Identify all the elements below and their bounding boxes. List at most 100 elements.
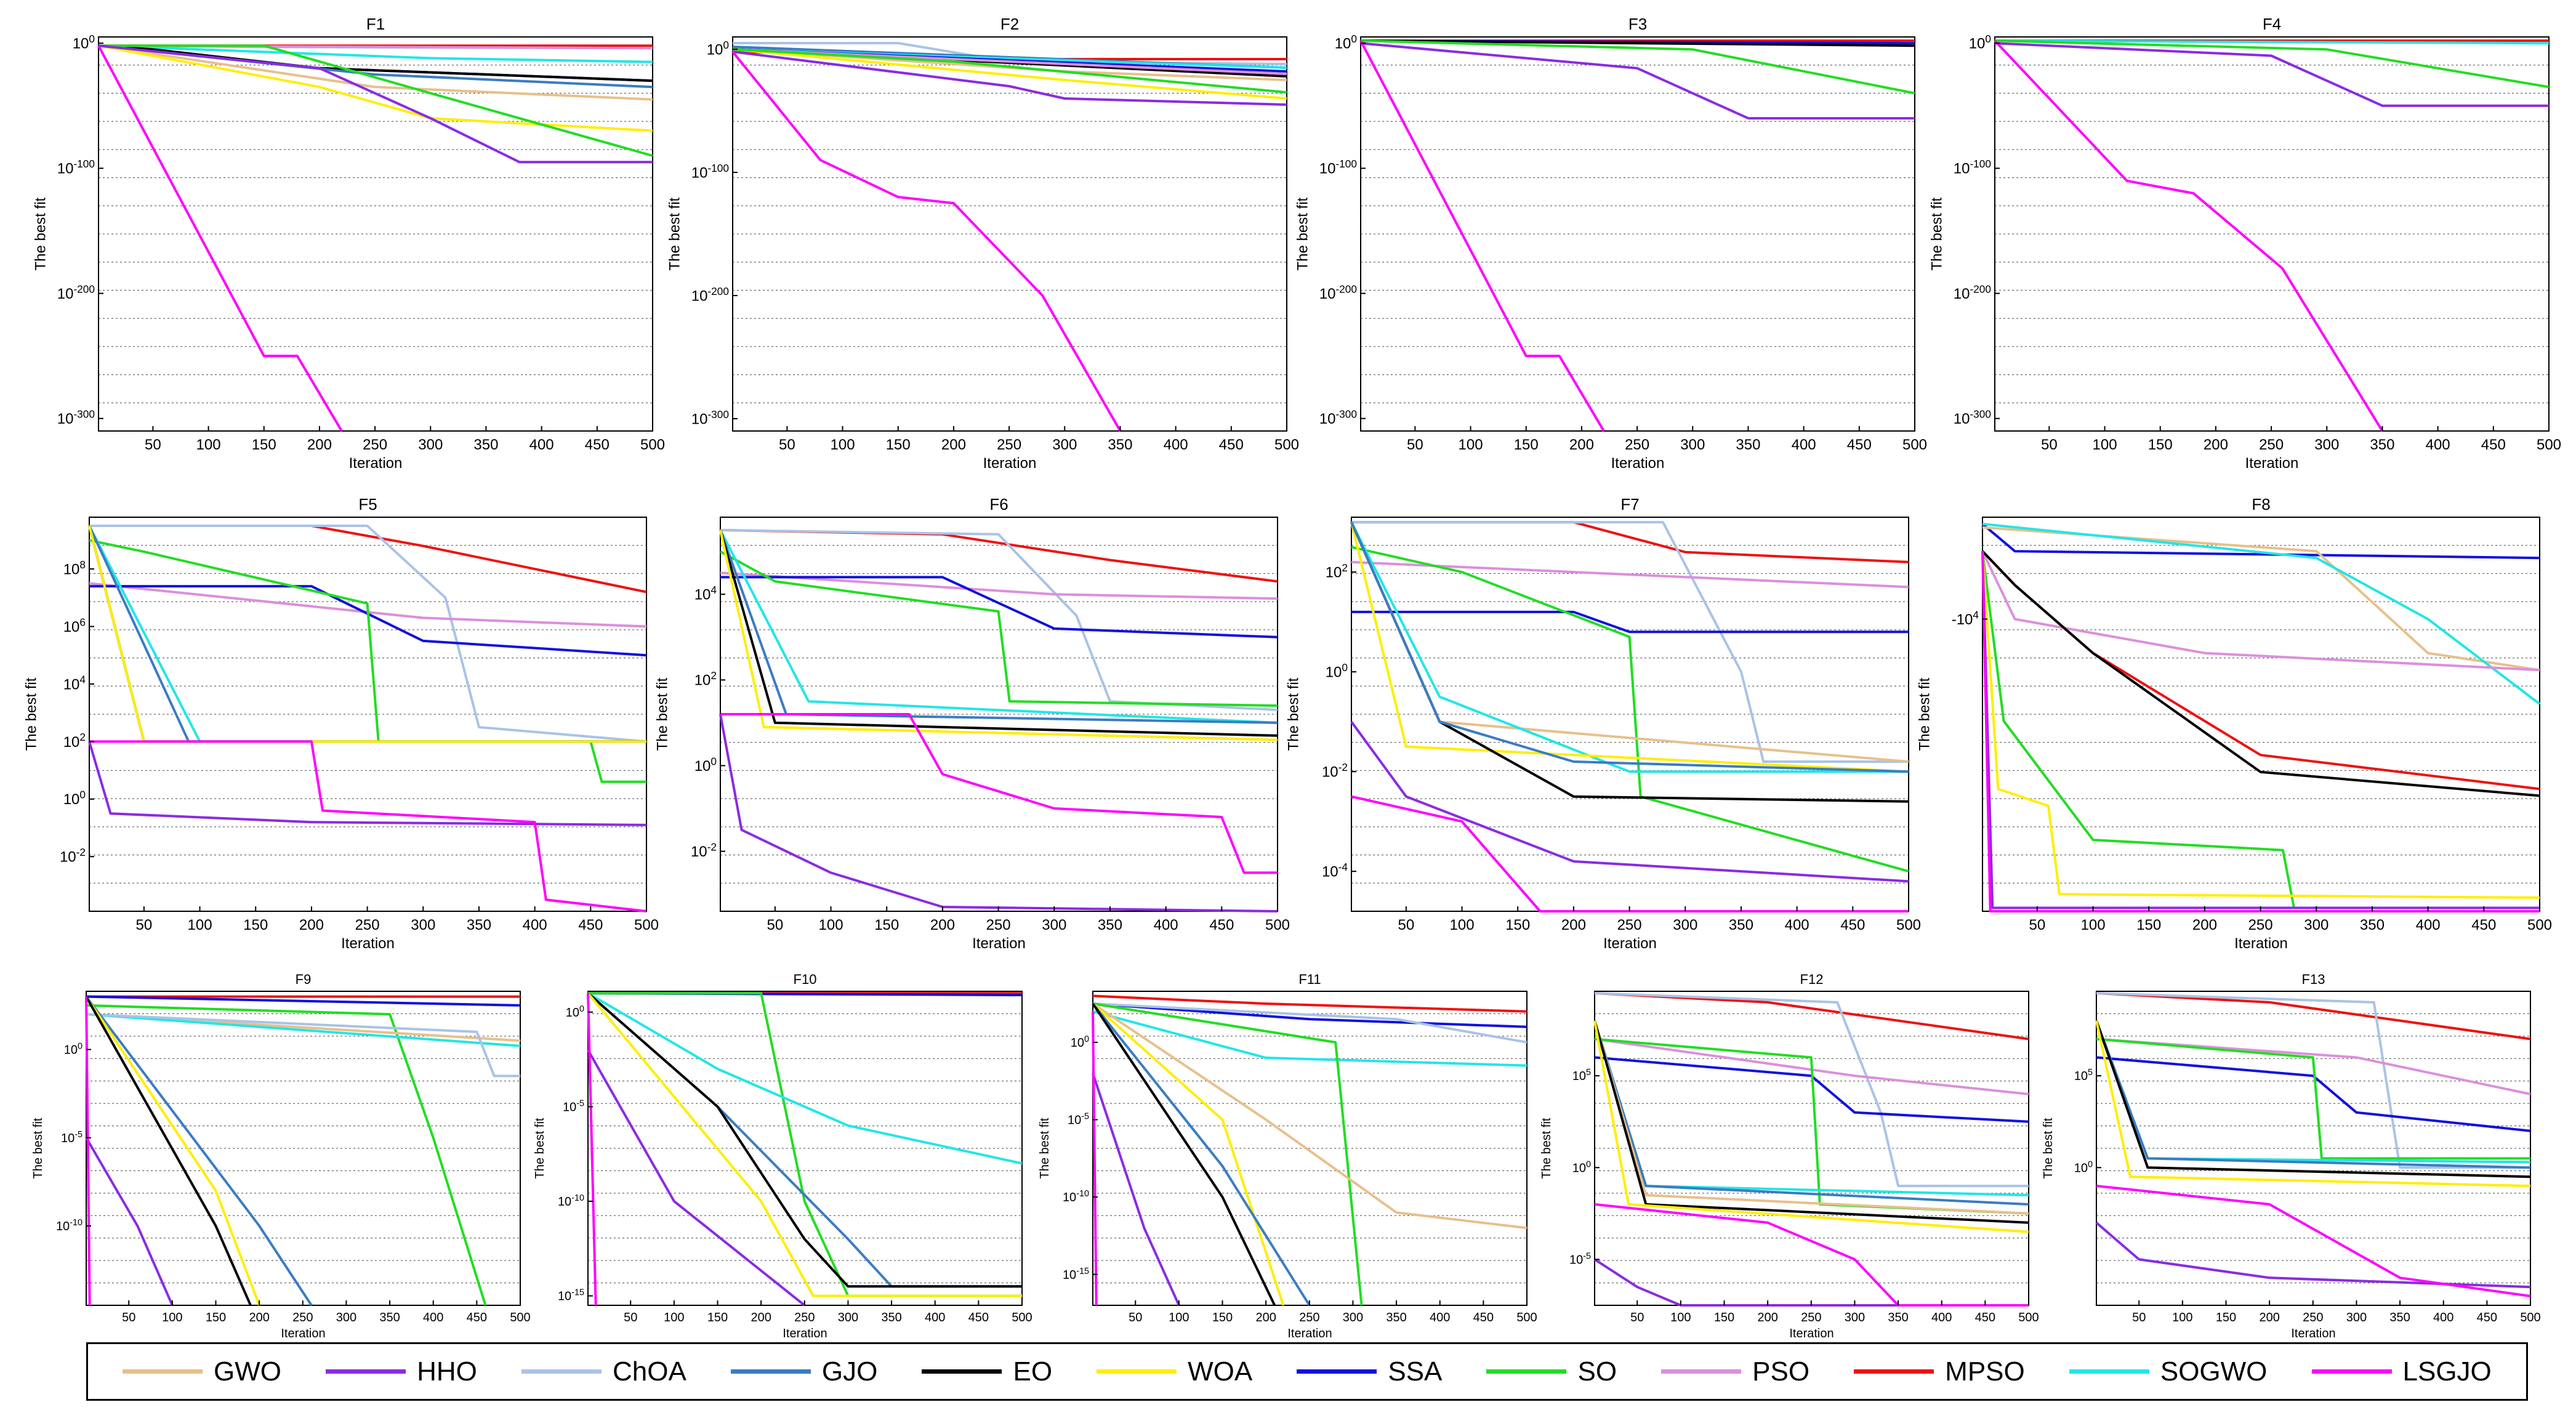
series-line-sogwo <box>1092 1010 1527 1067</box>
chart-title-f13: F13 <box>2302 972 2325 987</box>
x-tick-label: 200 <box>1561 917 1586 933</box>
y-axis-label-f6: The best fit <box>654 677 671 751</box>
x-tick-label: 150 <box>1714 1311 1734 1324</box>
chart-title-f6: F6 <box>989 495 1008 514</box>
x-tick-label: 150 <box>886 437 911 453</box>
x-tick-label: 200 <box>299 917 324 933</box>
y-tick-label: 100 <box>707 39 729 58</box>
y-tick-label: 108 <box>63 558 86 578</box>
x-tick-label: 350 <box>473 437 498 453</box>
legend-label-woa: WOA <box>1188 1356 1253 1387</box>
y-axis-label-f13: The best fit <box>2042 1118 2055 1178</box>
x-tick-label: 50 <box>122 1311 135 1324</box>
chart-f2: 50 100 150 200 250 300 350 400 450 50010010-10010… <box>667 15 1299 472</box>
series-line-lsgjo <box>1359 40 1605 432</box>
chart-f10: 50 100 150 200 250 300 350 400 450 500 100 10-5 10-1… <box>533 972 1032 1340</box>
x-axis-label-f1: Iteration <box>349 455 403 472</box>
y-tick-label: 10-5 <box>61 1130 83 1145</box>
x-tick-label: 200 <box>1569 437 1594 453</box>
series-line-eo <box>587 992 1022 1288</box>
x-tick-label: 200 <box>2192 917 2217 933</box>
series-line-lsgjo <box>1092 1011 1098 1306</box>
series-line-so <box>99 44 653 157</box>
x-tick-label: 350 <box>1386 1311 1406 1324</box>
y-tick-label: 105 <box>2074 1068 2093 1083</box>
x-ticks-f7: 50 100 150 200 250 300 350 400 450 500 <box>1398 906 1921 933</box>
y-tick-label: 10-10 <box>56 1218 83 1233</box>
legend-entry-woa: WOA <box>1097 1356 1252 1387</box>
legend-label-ssa: SSA <box>1388 1356 1443 1387</box>
y-tick-label: 10-100 <box>691 162 729 182</box>
x-tick-label: 250 <box>2259 437 2284 453</box>
x-tick-label: 250 <box>986 917 1011 933</box>
x-tick-label: 300 <box>1042 917 1066 933</box>
chart-f5: 50 100 150 200 250 300 350 400 450 50010810610410… <box>23 495 659 952</box>
series-line-woa <box>732 48 1287 100</box>
x-tick-label: 50 <box>1129 1311 1142 1324</box>
legend-swatch-lsgjo <box>2311 1369 2392 1374</box>
legend-swatch-hho <box>326 1369 406 1374</box>
y-ticks-f5: 108 106 104 102 100 10-2 <box>60 558 94 866</box>
grid-f1 <box>99 65 653 403</box>
legend-entry-hho: HHO <box>326 1356 477 1387</box>
y-ticks-f7: 102 100 10-2 10-4 <box>1322 562 1356 880</box>
x-ticks-f11: 50 100 150 200 250 300 350 400 450 500 <box>1129 1300 1537 1324</box>
series-line-eo <box>1981 550 2540 797</box>
y-tick-label: 100 <box>1335 33 1357 52</box>
series-group-f13 <box>2095 992 2531 1298</box>
series-line-so <box>1351 546 1909 873</box>
x-tick-label: 500 <box>2527 917 2552 933</box>
series-line-lsgjo <box>731 50 1122 432</box>
x-axis-label-f10: Iteration <box>783 1327 827 1340</box>
legend-label-gwo: GWO <box>214 1356 282 1387</box>
legend-entry-lsgjo: LSGJO <box>2311 1356 2492 1387</box>
series-line-gjo <box>1350 522 1909 773</box>
y-tick-label: 10-100 <box>1319 158 1357 177</box>
y-ticks-f4: 100 10-100 10-200 10-300 <box>1954 33 2000 427</box>
x-tick-label: 250 <box>355 917 380 933</box>
x-axis-label-f2: Iteration <box>983 455 1037 472</box>
y-ticks-f12: 105 100 10-5 <box>1569 1068 1600 1267</box>
x-tick-label: 450 <box>585 437 610 453</box>
chart-f4: 50 100 150 200 250 300 350 400 450 50010010-10010… <box>1929 15 2561 472</box>
x-tick-label: 50 <box>2041 437 2058 453</box>
x-tick-label: 450 <box>467 1311 487 1324</box>
y-axis-label-f9: The best fit <box>31 1118 45 1178</box>
series-line-hho <box>1994 42 2549 107</box>
x-tick-label: 450 <box>968 1311 989 1324</box>
series-group-f4 <box>1994 39 2550 432</box>
series-line-lsgjo <box>97 45 343 432</box>
legend-entry-gwo: GWO <box>123 1356 281 1387</box>
series-line-ssa <box>86 995 521 1007</box>
y-tick-label: 10-10 <box>1063 1189 1089 1204</box>
series-line-so <box>86 1004 487 1306</box>
x-tick-label: 350 <box>1888 1311 1908 1324</box>
x-tick-label: 150 <box>252 437 276 453</box>
y-tick-label: 106 <box>63 616 86 635</box>
y-tick-label: 10-200 <box>691 285 729 305</box>
y-ticks-f3: 100 10-100 10-200 10-300 <box>1319 33 1366 427</box>
series-line-gjo <box>1092 1002 1311 1307</box>
legend-entry-choa: ChOA <box>521 1356 686 1387</box>
x-tick-label: 200 <box>941 437 966 453</box>
legend-label-sogwo: SOGWO <box>2160 1356 2268 1387</box>
series-line-sogwo <box>719 529 1278 724</box>
y-tick-label: 100 <box>566 1004 584 1020</box>
y-tick-label: 100 <box>1326 661 1348 681</box>
x-tick-label: 400 <box>1164 437 1188 453</box>
series-line-pso <box>1594 1037 2029 1095</box>
x-tick-label: 450 <box>2471 917 2496 933</box>
series-group-f10 <box>587 992 1023 1307</box>
x-tick-label: 100 <box>188 917 212 933</box>
x-tick-label: 300 <box>2314 437 2339 453</box>
chart-title-f1: F1 <box>366 15 385 33</box>
x-tick-label: 400 <box>2433 1311 2453 1324</box>
x-tick-label: 450 <box>1847 437 1872 453</box>
legend-entry-ssa: SSA <box>1297 1356 1442 1387</box>
x-tick-label: 450 <box>1840 917 1865 933</box>
x-tick-label: 100 <box>162 1311 182 1324</box>
y-axis-label-f8: The best fit <box>1917 677 1933 751</box>
chart-title-f9: F9 <box>296 972 312 987</box>
y-tick-label: 100 <box>694 755 717 775</box>
